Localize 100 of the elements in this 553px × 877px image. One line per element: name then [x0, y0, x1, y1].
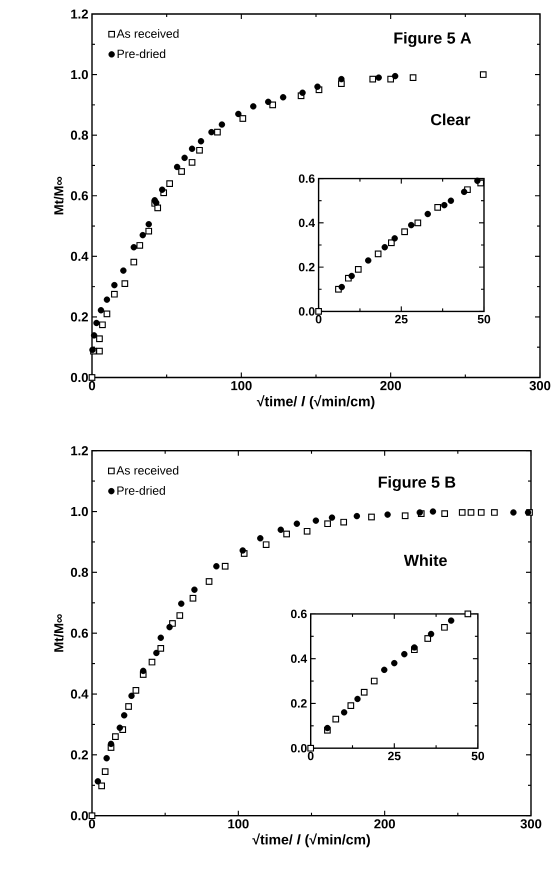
point: [460, 188, 468, 196]
x-tick-label: 0: [88, 819, 96, 828]
point: [111, 290, 118, 298]
y-tick-label: 0.4: [70, 689, 88, 699]
point: [294, 520, 300, 527]
point: [402, 512, 408, 520]
y-tick-label: 0.4: [70, 252, 88, 261]
point: [464, 610, 472, 618]
point: [408, 222, 414, 228]
point: [88, 812, 96, 820]
x-tick-label: 0: [316, 314, 322, 324]
point: [360, 688, 368, 696]
point: [332, 716, 340, 722]
point: [374, 250, 382, 258]
point: [240, 547, 246, 554]
point: [98, 307, 104, 314]
point: [96, 335, 103, 342]
point: [108, 740, 114, 748]
point: [474, 178, 481, 184]
point: [441, 624, 448, 631]
point: [146, 221, 152, 228]
point: [99, 321, 106, 328]
point: [376, 74, 382, 81]
legend-label: As received: [116, 466, 178, 475]
point: [213, 563, 220, 570]
point: [354, 512, 360, 520]
point: [102, 768, 109, 775]
y-tick-label: 0.6: [70, 191, 88, 200]
point: [103, 755, 110, 762]
point: [424, 210, 431, 218]
point: [140, 232, 146, 238]
point: [370, 678, 378, 684]
point: [324, 520, 331, 528]
point: [478, 509, 485, 516]
x-tick-label: 200: [374, 819, 395, 828]
point: [441, 510, 448, 518]
y-tick-label: 0.8: [70, 568, 88, 577]
point: [448, 198, 454, 204]
point: [176, 612, 184, 619]
point: [365, 257, 372, 264]
point: [448, 617, 454, 624]
point: [120, 712, 128, 719]
y-tick-label: 1.2: [71, 446, 88, 456]
point: [381, 666, 388, 674]
legend-label: Pre-dried: [118, 49, 166, 58]
point: [145, 228, 152, 235]
x-tick-label: 25: [395, 314, 408, 324]
x-tick-label: 0: [88, 381, 96, 390]
point: [90, 332, 98, 339]
point: [468, 509, 474, 516]
point: [434, 204, 442, 211]
point: [104, 310, 110, 318]
point: [304, 528, 310, 535]
point: [278, 526, 284, 533]
point: [140, 668, 146, 674]
point: [315, 308, 322, 315]
x-tick-label: 50: [478, 314, 490, 324]
y-axis-title: Mt/M∞: [54, 176, 64, 214]
point: [128, 692, 135, 700]
point: [430, 508, 436, 515]
x-axis-title: √time/ l (√min/cm): [256, 395, 374, 410]
legend-label: As received: [116, 29, 179, 38]
y-tick-label: 0.0: [70, 811, 88, 820]
x-tick-label: 25: [388, 752, 401, 760]
point: [166, 180, 174, 187]
point: [257, 535, 264, 542]
point: [178, 168, 185, 175]
point: [136, 242, 144, 249]
y-tick-label: 0.0: [298, 307, 315, 316]
point: [410, 74, 416, 81]
point: [401, 228, 408, 236]
point: [307, 744, 314, 752]
point: [283, 530, 290, 538]
point: [312, 517, 320, 524]
x-tick-label: 0: [308, 752, 314, 760]
point: [338, 76, 345, 82]
point: [265, 98, 272, 106]
point: [157, 645, 164, 652]
point: [96, 348, 103, 354]
point: [392, 72, 398, 80]
point: [122, 280, 128, 287]
point: [391, 235, 398, 242]
point: [111, 282, 118, 288]
point: [328, 514, 336, 521]
annotation: Clear: [431, 114, 470, 126]
point: [93, 320, 100, 326]
y-tick-label: 0.4: [298, 218, 315, 228]
y-tick-label: 1.0: [71, 70, 88, 80]
point: [104, 296, 110, 303]
point: [222, 562, 229, 570]
y-tick-label: 0.0: [290, 744, 307, 752]
point: [280, 94, 286, 100]
point: [94, 778, 102, 785]
y-tick-label: 0.6: [290, 610, 307, 618]
point: [190, 594, 196, 602]
point: [188, 159, 196, 166]
point: [198, 138, 204, 144]
point: [338, 284, 345, 290]
y-tick-label: 0.2: [70, 312, 88, 322]
point: [130, 244, 138, 250]
